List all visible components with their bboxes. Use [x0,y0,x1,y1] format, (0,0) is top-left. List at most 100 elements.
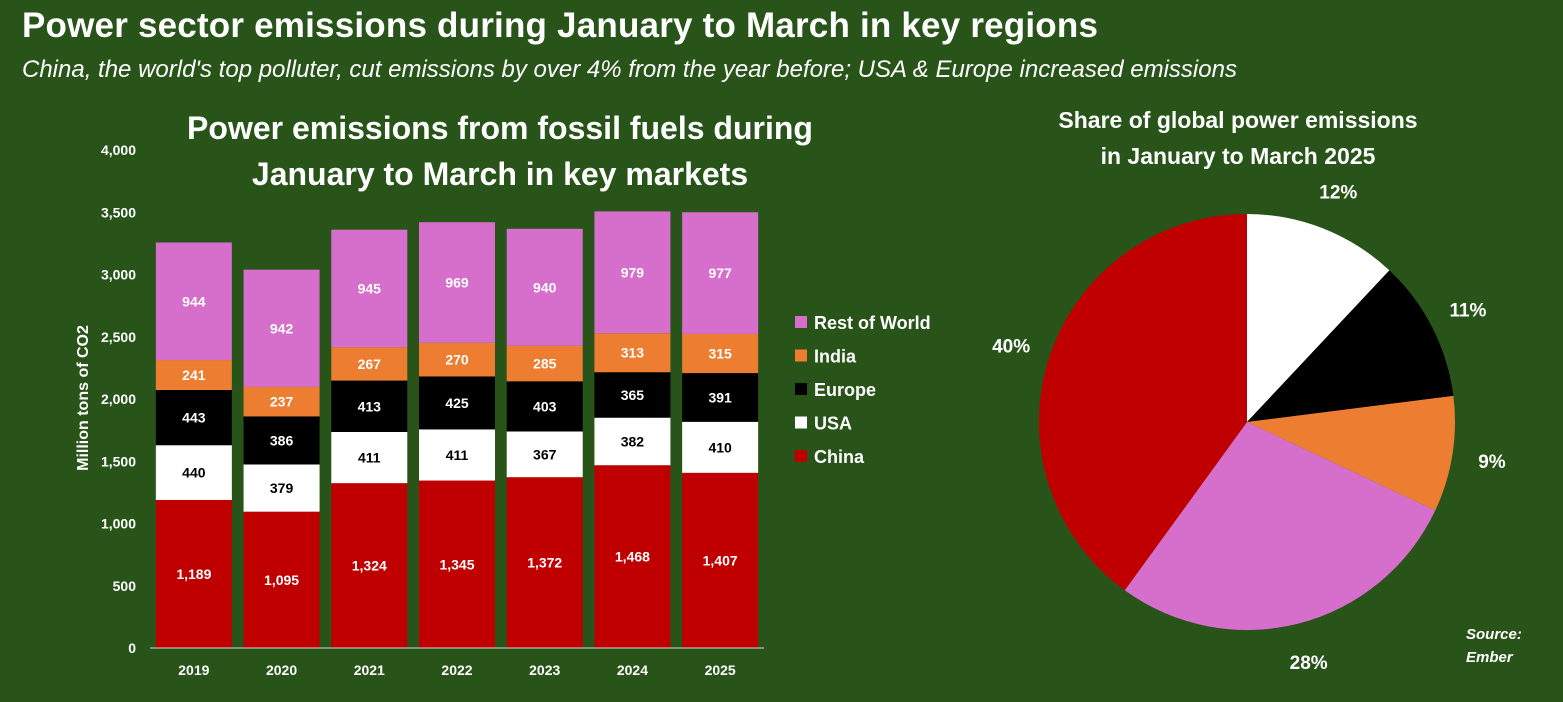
bar-data-label: 1,324 [352,558,387,574]
y-tick-label: 2,500 [101,329,136,345]
bar-data-label: 1,372 [527,555,562,571]
bar-segment [155,360,232,391]
pie-slice-label: 12% [1319,182,1357,203]
bar-data-label: 969 [445,275,469,291]
bar-data-label: 940 [533,279,557,295]
bar-data-label: 443 [182,410,206,426]
pie-slice-label: 9% [1478,452,1506,473]
bar-data-label: 410 [708,439,732,455]
y-tick-label: 1,500 [101,453,136,469]
pie-slice [1124,422,1436,630]
bar-segment [155,390,232,446]
bar-segment [682,373,759,422]
pie-slices [1039,214,1455,630]
bar-data-label: 413 [358,398,382,414]
legend-label: India [814,347,857,367]
bar-segment [155,445,232,500]
pie-slice-labels: 12% 11% 9% 28% 40% [992,182,1506,674]
bar-segment [506,228,583,346]
source-value: Ember [1466,649,1514,666]
y-tick-label: 4,000 [101,142,136,158]
bar-segment [594,372,671,418]
bar-segment [594,333,671,373]
pie-chart-title-line-2: in January to March 2025 [1101,143,1376,169]
pie-slice [1247,395,1455,511]
bar-segment [419,480,495,648]
bar-data-label: 267 [358,356,382,372]
bar-segment [243,386,320,417]
bar-segment [682,472,759,648]
bar-segment [419,376,495,430]
bar-segment [331,229,408,348]
bar-segment [506,381,583,432]
legend-swatch [795,416,807,429]
bar-data-label: 365 [621,387,645,403]
bar-data-label: 1,189 [176,566,211,582]
bar-segment [594,417,671,466]
bar-data-label: 1,468 [615,549,650,565]
pie-slice [1247,270,1454,422]
pie-slice-label: 28% [1290,653,1328,674]
bar-segment [331,483,408,648]
legend-swatch [795,349,807,362]
bar-data-label: 1,407 [703,552,738,568]
bar-segment [594,465,671,648]
bar-segment [594,211,671,334]
page-title: Power sector emissions during January to… [22,6,1099,45]
x-tick-label: 2022 [441,662,472,678]
bar-data-label: 945 [358,281,382,297]
bar-data-label: 411 [446,447,469,463]
bar-segment [419,429,495,481]
bar-data-label: 979 [621,264,645,280]
bar-data-label: 411 [358,450,381,466]
x-tick-label: 2024 [617,662,648,678]
bar-segment [155,499,232,648]
bar-data-label: 270 [445,352,469,368]
y-axis-label: Million tons of CO2 [75,325,92,471]
bar-data-label: 367 [533,446,557,462]
y-tick-label: 3,500 [101,204,136,220]
bar-segment [243,416,320,465]
legend-label: Rest of World [814,313,931,333]
legend-swatch [795,383,807,395]
bar-stacks: 1,189 440 443 241 944 1,095 379 386 237 942 1,324 4… [155,211,759,648]
bar-data-label: 315 [708,345,732,361]
bar-segment [331,347,408,381]
bar-data-label: 977 [708,265,732,281]
bar-segment [331,431,408,484]
bar-chart: Power emissions from fossil fuels during… [75,110,931,678]
bar-data-label: 379 [270,480,294,496]
bar-chart-title-line-1: Power emissions from fossil fuels during [187,110,813,146]
bar-segment [506,345,583,382]
y-tick-label: 1,000 [101,516,136,532]
bar-segment [506,431,583,478]
bar-segment [331,380,408,432]
bar-segment [419,342,495,377]
bar-data-label: 285 [533,356,557,372]
legend-label: USA [814,414,852,434]
y-tick-label: 3,000 [101,267,136,283]
bar-segment [682,333,759,374]
bar-data-label: 425 [445,395,469,411]
bar-data-label: 1,095 [264,572,299,588]
bar-segment [506,477,583,648]
x-tick-label: 2019 [178,662,209,678]
legend-label: Europe [814,380,876,400]
bar-data-label: 386 [270,432,294,448]
bar-data-label: 1,345 [439,556,474,572]
bar-segment [243,464,320,512]
bar-data-label: 440 [182,465,206,481]
bar-segment [155,242,232,361]
pie-slice-label: 11% [1449,300,1486,321]
pie-slice-label: 40% [992,336,1030,357]
pie-chart: Share of global power emissions in Janua… [992,107,1522,674]
legend: Rest of World India Europe USA China [795,313,931,467]
x-tick-label: 2025 [705,662,736,678]
bar-segment [682,212,759,334]
bar-data-label: 391 [708,389,732,405]
bar-data-label: 241 [182,367,206,383]
y-tick-label: 2,000 [101,391,136,407]
y-axis-ticks: 0 500 1,000 1,500 2,000 2,500 3,000 3,500 4,000 [101,142,136,656]
x-tick-label: 2023 [529,662,560,678]
pie-slice [1247,214,1390,422]
